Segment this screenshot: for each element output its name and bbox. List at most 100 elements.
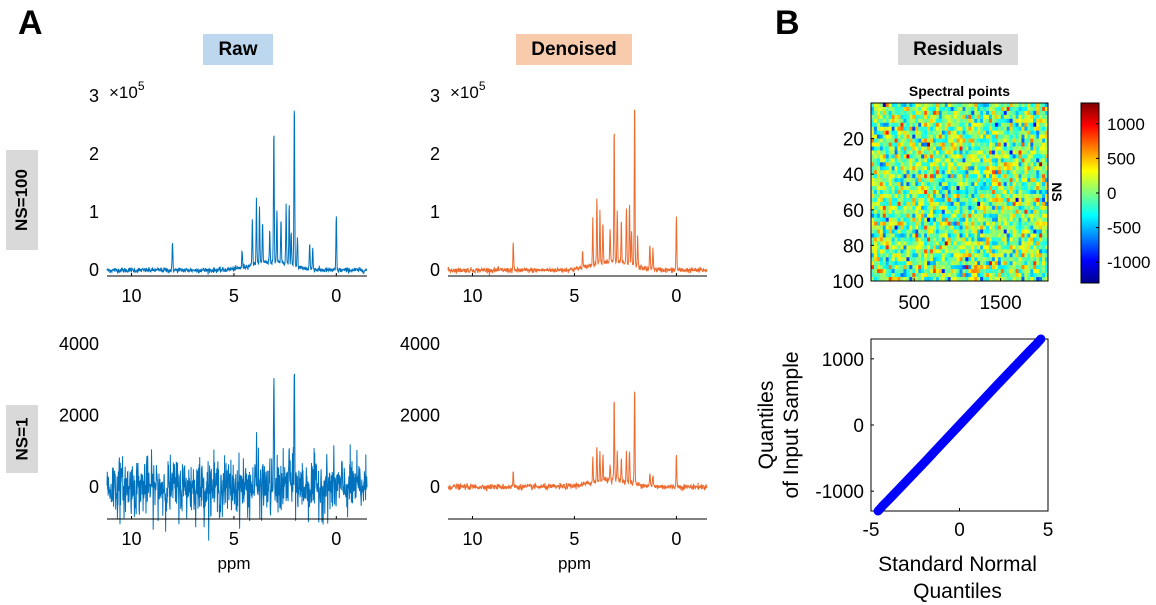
heatmap-cell <box>1018 273 1022 278</box>
heatmap-cell <box>885 150 889 155</box>
heatmap-cell <box>1012 154 1016 159</box>
heatmap-cell <box>1018 182 1022 187</box>
heatmap-cell <box>977 150 981 155</box>
heatmap-cell <box>953 233 957 238</box>
heatmap-cell <box>941 162 946 167</box>
heatmap-cell <box>1036 126 1040 131</box>
heatmap-cell <box>1027 106 1031 112</box>
heatmap-cell <box>941 221 946 226</box>
heatmap-cell <box>930 201 934 207</box>
heatmap-cell <box>1018 106 1022 112</box>
heatmap-cell <box>938 106 943 112</box>
heatmap-cell <box>994 154 999 159</box>
heatmap-cell <box>1027 193 1031 199</box>
heatmap-cell <box>974 138 978 143</box>
heatmap-cell <box>915 134 919 139</box>
heatmap-cell <box>968 229 972 234</box>
heatmap-cell <box>1045 166 1049 171</box>
heatmap-cell <box>888 154 892 159</box>
heatmap-cell <box>962 221 966 226</box>
heatmap-cell <box>873 217 878 222</box>
heatmap-cell <box>983 158 987 163</box>
heatmap-cell <box>1015 249 1019 254</box>
heatmap-cell <box>953 209 957 215</box>
heatmap-cell <box>947 261 951 266</box>
heatmap-cell <box>953 146 957 151</box>
heatmap-cell <box>971 130 975 135</box>
heatmap-cell <box>1033 257 1037 262</box>
heatmap-cell <box>888 193 892 199</box>
heatmap-cell <box>1036 265 1040 270</box>
heatmap-cell <box>950 154 954 159</box>
heatmap-cell <box>1003 205 1007 211</box>
heatmap-cell <box>1000 265 1005 270</box>
heatmap-cell <box>989 277 993 282</box>
heatmap-cell <box>873 249 878 254</box>
heatmap-cell <box>1024 178 1028 183</box>
heatmap-cell <box>938 126 943 131</box>
heatmap-cell <box>879 249 884 254</box>
heatmap-cell <box>921 146 925 151</box>
heatmap-cell <box>924 110 928 116</box>
heatmap-cell <box>912 162 916 167</box>
heatmap-cell <box>871 146 875 151</box>
heatmap-cell <box>953 265 957 270</box>
heatmap-cell <box>953 229 957 234</box>
heatmap-cell <box>997 225 1002 230</box>
heatmap-cell <box>918 245 922 250</box>
heatmap-cell <box>1003 182 1007 187</box>
heatmap-cell <box>971 182 975 187</box>
heatmap-cell <box>983 166 987 171</box>
heatmap-cell <box>903 277 907 282</box>
heatmap-cell <box>1018 277 1022 282</box>
heatmap-cell <box>1012 233 1016 238</box>
heatmap-cell <box>1000 134 1005 139</box>
heatmap-cell <box>918 237 922 242</box>
heatmap-cell <box>991 162 996 167</box>
heatmap-cell <box>953 174 957 179</box>
heatmap-cell <box>977 241 981 246</box>
heatmap-cell <box>971 193 975 199</box>
heatmap-cell <box>1039 182 1043 187</box>
heatmap-cell <box>885 269 889 274</box>
heatmap-cell <box>959 150 963 155</box>
heatmap-cell <box>1015 245 1019 250</box>
heatmap-cell <box>1006 138 1010 143</box>
heatmap-cell <box>873 138 878 143</box>
heatmap-cell <box>1030 170 1034 175</box>
heatmap-cell <box>1039 213 1043 219</box>
heatmap-cell <box>997 253 1002 258</box>
heatmap-cell <box>983 178 987 183</box>
heatmap-cell <box>974 178 978 183</box>
heatmap-cell <box>912 273 916 278</box>
heatmap-cell <box>953 261 957 266</box>
heatmap-cell <box>891 273 895 278</box>
heatmap-cell <box>1015 154 1019 159</box>
heatmap-cell <box>974 257 978 262</box>
heatmap-cell <box>997 209 1002 215</box>
heatmap-cell <box>971 221 975 226</box>
heatmap-cell <box>915 205 919 211</box>
heatmap-cell <box>912 253 916 258</box>
heatmap-cell <box>983 249 987 254</box>
heatmap-cell <box>930 138 934 143</box>
heatmap-cell <box>980 217 984 222</box>
heatmap-cell <box>930 221 934 226</box>
heatmap-cell <box>1021 186 1025 191</box>
heatmap-cell <box>891 130 895 135</box>
heatmap-cell <box>930 229 934 234</box>
heatmap-cell <box>980 193 984 199</box>
heatmap-cell <box>959 110 963 116</box>
heatmap-cell <box>1012 241 1016 246</box>
heatmap-cell <box>1000 166 1005 171</box>
heatmap-cell <box>947 213 951 219</box>
heatmap-cell <box>1042 201 1046 207</box>
heatmap-cell <box>873 150 878 155</box>
heatmap-cell <box>1027 146 1031 151</box>
heatmap-cell <box>997 154 1002 159</box>
heatmap-cell <box>1045 103 1049 108</box>
heatmap-cell <box>991 138 996 143</box>
heatmap-cell <box>962 130 966 135</box>
heatmap-cell <box>1042 269 1046 274</box>
heatmap-cell <box>956 213 960 219</box>
